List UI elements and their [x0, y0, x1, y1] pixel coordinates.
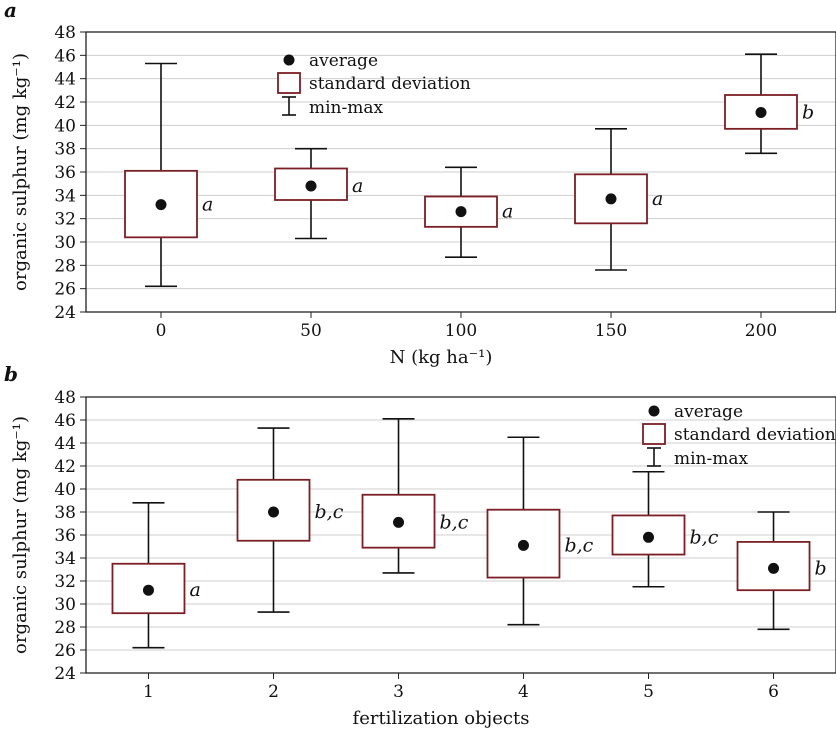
- y-tick-label: 24: [54, 664, 76, 684]
- y-tick-label: 34: [54, 549, 76, 569]
- y-tick-label: 38: [54, 140, 76, 160]
- legend-sd-label: standard deviation: [674, 425, 836, 445]
- box-group-1: 1a: [111, 501, 201, 702]
- x-axis-title: fertilization objects: [353, 708, 530, 729]
- mean-point: [142, 584, 154, 596]
- significance-letter: b,c: [440, 511, 469, 533]
- x-tick-label: 2: [268, 682, 279, 702]
- mean-point: [755, 107, 767, 118]
- plot-frame: [85, 396, 836, 674]
- significance-letter: b: [815, 557, 827, 579]
- x-tick-label: 100: [445, 321, 477, 341]
- legend-sd-marker: [642, 423, 666, 445]
- legend-sd-marker: [277, 72, 301, 94]
- legend: average standard deviation min-max: [642, 402, 836, 469]
- x-axis-title: N (kg ha⁻¹): [390, 347, 493, 368]
- significance-letter: b,c: [564, 534, 593, 556]
- box-group-2: 2 b,c: [236, 427, 344, 702]
- significance-letter: a: [189, 579, 200, 601]
- y-tick-label: 36: [54, 163, 76, 183]
- x-tick-label: 6: [768, 682, 779, 702]
- panel-label: a: [4, 0, 17, 22]
- y-tick-label: 44: [54, 434, 76, 454]
- legend-minmax-label: min-max: [674, 449, 749, 469]
- x-tick-label: 4: [518, 682, 529, 702]
- significance-letter: a: [502, 201, 513, 223]
- panel-label: b: [4, 362, 18, 386]
- y-axis-title: organic sulphur (mg kg⁻¹): [10, 53, 31, 291]
- significance-letter: b: [802, 102, 814, 124]
- y-tick-label: 32: [54, 210, 76, 230]
- y-tick-label: 26: [54, 280, 76, 300]
- significance-letter: a: [352, 175, 363, 197]
- y-tick-label: 28: [54, 618, 76, 638]
- y-tick-label: 38: [54, 503, 76, 523]
- significance-letter: b,c: [315, 501, 344, 523]
- y-tick-label: 46: [54, 46, 76, 66]
- legend-sd-label: standard deviation: [309, 74, 471, 94]
- box-group-150: 150 a: [574, 128, 663, 341]
- mean-point: [455, 206, 467, 218]
- y-tick-label: 32: [54, 572, 76, 592]
- y-tick-label: 48: [54, 23, 76, 43]
- x-tick-label: 1: [143, 682, 154, 702]
- y-tick-label: 24: [54, 303, 76, 323]
- legend: average standard deviation min-max: [277, 51, 471, 118]
- mean-point: [768, 562, 780, 574]
- sd-box: [111, 562, 186, 615]
- x-tick-label: 150: [595, 321, 627, 341]
- y-tick-label: 48: [54, 388, 76, 408]
- y-tick-label: 36: [54, 526, 76, 546]
- x-tick-label: 50: [300, 321, 322, 341]
- x-tick-label: 0: [156, 321, 167, 341]
- mean-point: [305, 180, 317, 192]
- mean-point: [517, 539, 529, 551]
- y-tick-label: 46: [54, 411, 76, 431]
- y-tick-label: 40: [54, 116, 76, 136]
- box-group-4: 4 b,c: [486, 436, 594, 702]
- y-tick-label: 30: [54, 595, 76, 615]
- legend-average-label: average: [674, 402, 743, 422]
- mean-point: [268, 506, 279, 518]
- mean-point: [155, 199, 167, 211]
- x-tick-label: 5: [643, 682, 654, 702]
- legend-minmax-label: min-max: [309, 98, 384, 118]
- significance-letter: a: [202, 194, 213, 216]
- x-tick-label: 3: [393, 682, 404, 702]
- box-group-5: 5 b,c: [611, 470, 719, 702]
- y-tick-label: 44: [54, 70, 76, 90]
- chart-panel-a: a 24 26 28 30 32 34 36 38 40 42 44 46 48 organic sulph…: [4, 0, 836, 368]
- box-group-100: 100 a: [424, 166, 513, 341]
- y-tick-label: 34: [54, 186, 76, 206]
- y-axis-title: organic sulphur (mg kg⁻¹): [10, 416, 31, 654]
- box-group-3: 3 b,c: [361, 418, 469, 702]
- y-tick-label: 26: [54, 641, 76, 661]
- y-tick-label: 42: [54, 457, 76, 477]
- significance-letter: a: [652, 188, 663, 210]
- y-tick-label: 40: [54, 480, 76, 500]
- significance-letter: b,c: [690, 526, 719, 548]
- y-tick-label: 28: [54, 256, 76, 276]
- box-group-200: 200 b: [724, 53, 814, 341]
- mean-point: [393, 516, 405, 528]
- legend-average-marker: [648, 405, 660, 417]
- legend-average-marker: [283, 54, 295, 66]
- x-tick-label: 200: [745, 321, 777, 341]
- mean-point: [605, 193, 617, 205]
- mean-point: [643, 531, 654, 543]
- y-tick-label: 30: [54, 233, 76, 253]
- box-group-50: 50 a: [274, 147, 363, 341]
- y-tick-label: 42: [54, 93, 76, 113]
- box-group-6: 6b: [736, 511, 827, 702]
- sd-box: [274, 167, 348, 201]
- legend-average-label: average: [309, 51, 378, 71]
- box-group-0: 0a: [124, 62, 213, 341]
